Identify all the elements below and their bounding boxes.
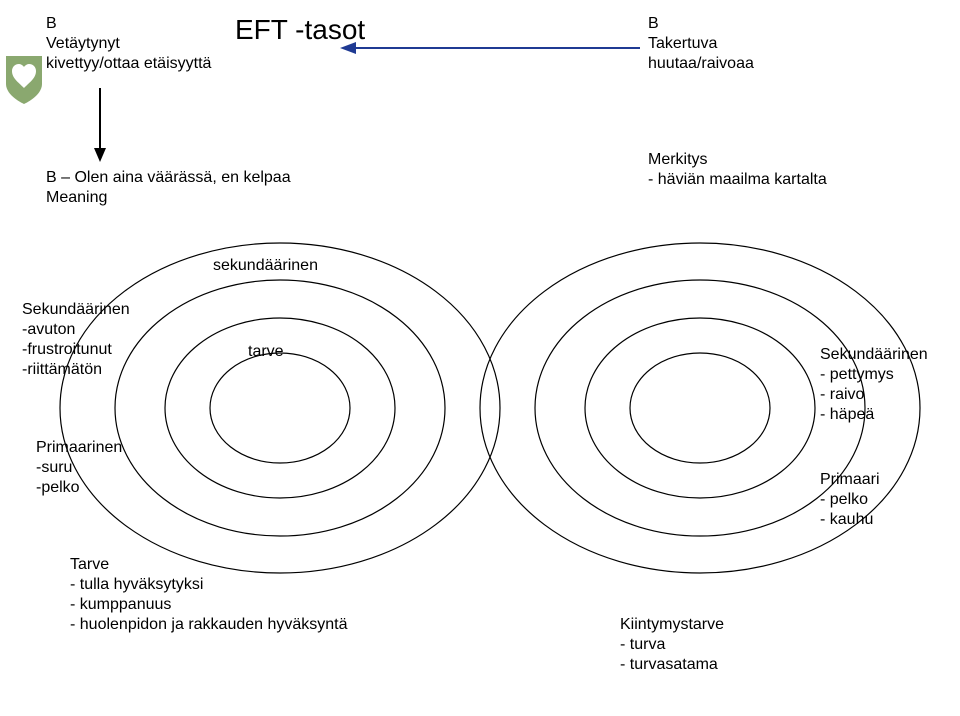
attachment-need-right-block: Kiintymystarve - turva - turvasatama (620, 615, 724, 675)
primary-emotions-left-block: Primaarinen -suru -pelko (36, 438, 122, 498)
secondary-emotions-right-block: Sekundäärinen - pettymys - raivo - häpeä (820, 345, 928, 425)
meaning-left-block: B – Olen aina väärässä, en kelpaa Meanin… (46, 168, 291, 208)
eft-tasot-diagram: { "title": "EFT -tasot", "top_left_block… (0, 0, 960, 716)
primary-emotions-right-block: Primaari - pelko - kauhu (820, 470, 880, 530)
left-secondary-layer-label: sekundäärinen (213, 256, 318, 276)
need-left-block: Tarve - tulla hyväksytyksi - kumppanuus … (70, 555, 348, 635)
meaning-right-block: Merkitys - häviän maailma kartalta (648, 150, 827, 190)
left-need-layer-label: tarve (248, 342, 284, 362)
secondary-emotions-left-block: Sekundäärinen -avuton -frustroitunut -ri… (22, 300, 130, 380)
